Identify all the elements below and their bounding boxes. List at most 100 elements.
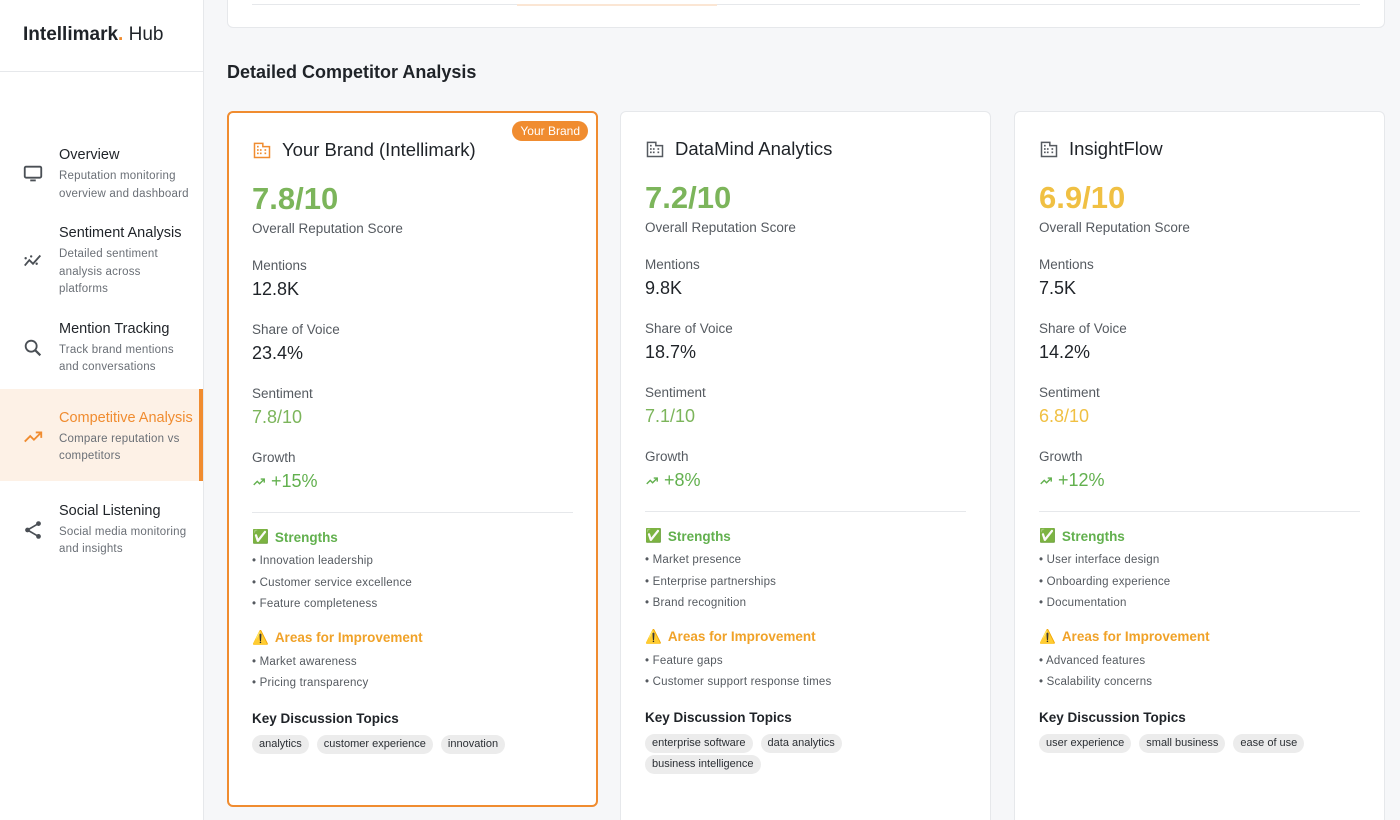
share-label: Share of Voice (1039, 321, 1127, 336)
sidebar-item-title: Sentiment Analysis (59, 225, 182, 241)
list-item: • Innovation leadership (252, 555, 374, 567)
sidebar-item-competitive-analysis[interactable]: Competitive Analysis Compare reputation … (0, 388, 203, 481)
score-label: Overall Reputation Score (1039, 220, 1190, 235)
topic-chip[interactable]: innovation (440, 734, 506, 754)
score-label: Overall Reputation Score (645, 220, 796, 235)
warning-icon: ⚠️ (645, 628, 662, 644)
list-item: • User interface design (1039, 554, 1160, 566)
sidebar-item-desc: Social media monitoring and insights (59, 525, 187, 556)
topic-chip[interactable]: enterprise software (645, 733, 753, 753)
trending-up-icon (22, 408, 44, 466)
sidebar-item-sentiment-analysis[interactable]: Sentiment Analysis Detailed sentiment an… (0, 215, 203, 311)
your-brand-badge: Your Brand (512, 121, 588, 141)
improvements-title: Areas for Improvement (667, 629, 816, 644)
sidebar-nav: Overview Reputation monitoring overview … (0, 72, 203, 571)
topic-chips: enterprise software data analytics busin… (645, 733, 966, 774)
score-label: Overall Reputation Score (252, 221, 403, 236)
brand-name: DataMind Analytics (675, 138, 833, 159)
sidebar-item-title: Mention Tracking (59, 320, 170, 337)
improvements-title: Areas for Improvement (1061, 629, 1210, 644)
building-icon (252, 140, 272, 160)
topic-chip[interactable]: business intelligence (645, 754, 761, 774)
sidebar-item-title: Social Listening (59, 502, 161, 519)
mentions-value: 7.5K (1039, 278, 1077, 298)
mentions-label: Mentions (1039, 257, 1094, 272)
list-item: • Market presence (645, 554, 742, 566)
competitor-card-datamind: DataMind Analytics 7.2/10 Overall Reputa… (620, 111, 991, 820)
topic-chip[interactable]: ease of use (1233, 733, 1305, 753)
share-value: 23.4% (252, 343, 304, 363)
reputation-score: 6.9/10 (1039, 180, 1126, 215)
divider (645, 511, 966, 512)
list-item: • Feature completeness (252, 598, 378, 610)
reputation-score: 7.2/10 (645, 180, 732, 215)
divider (1039, 511, 1360, 512)
share-label: Share of Voice (645, 321, 733, 336)
previous-section-card (227, 0, 1385, 28)
growth-label: Growth (645, 449, 689, 464)
growth-label: Growth (1039, 449, 1083, 464)
app-logo[interactable]: Intellimark. Hub (0, 0, 203, 72)
sidebar-item-desc: Reputation monitoring overview and dashb… (59, 170, 189, 200)
topic-chip[interactable]: small business (1139, 733, 1226, 753)
logo-dot: . (118, 24, 124, 45)
check-mark-icon: ✅ (645, 528, 662, 543)
sidebar-item-mention-tracking[interactable]: Mention Tracking Track brand mentions an… (0, 311, 203, 389)
topics-title: Key Discussion Topics (1039, 709, 1186, 725)
monitor-icon (22, 145, 44, 203)
topic-chip[interactable]: user experience (1039, 733, 1132, 753)
list-item: • Advanced features (1039, 654, 1146, 667)
list-item: • Scalability concerns (1039, 676, 1153, 688)
list-item: • Enterprise partnerships (645, 575, 777, 588)
competitor-card-your-brand: Your Brand Your Brand (Intellimark) 7.8/… (227, 111, 598, 807)
logo-name: Intellimark (23, 24, 119, 45)
sidebar-item-overview[interactable]: Overview Reputation monitoring overview … (0, 108, 203, 215)
divider (252, 4, 1360, 6)
brand-name: InsightFlow (1069, 138, 1163, 159)
topic-chips: analytics customer experience innovation (252, 734, 573, 754)
list-item: • Feature gaps (645, 654, 723, 667)
search-icon (22, 319, 44, 377)
list-item: • Pricing transparency (252, 677, 369, 689)
improvements-title: Areas for Improvement (274, 630, 423, 645)
topic-chip[interactable]: customer experience (316, 734, 433, 754)
sentiment-label: Sentiment (1039, 385, 1100, 400)
warning-icon: ⚠️ (1039, 628, 1056, 644)
list-item: • Customer support response times (645, 676, 832, 688)
strengths-title: Strengths (274, 529, 338, 545)
topics-title: Key Discussion Topics (645, 709, 792, 725)
trending-up-icon (1040, 476, 1052, 484)
mentions-label: Mentions (645, 257, 700, 272)
sentiment-trend-icon (22, 223, 44, 299)
sidebar-item-social-listening[interactable]: Social Listening Social media monitoring… (0, 481, 203, 571)
list-item: • Customer service excellence (252, 576, 413, 589)
growth-label: Growth (252, 450, 296, 465)
section-title: Detailed Competitor Analysis (227, 62, 477, 82)
brand-name: Your Brand (Intellimark) (282, 139, 476, 160)
sentiment-label: Sentiment (252, 386, 313, 401)
sentiment-label: Sentiment (645, 385, 706, 400)
share-value: 18.7% (645, 342, 697, 362)
topic-chip[interactable]: data analytics (760, 733, 842, 753)
warning-icon: ⚠️ (252, 629, 269, 645)
growth-value: +8% (664, 470, 701, 490)
competitor-card-insightflow: InsightFlow 6.9/10 Overall Reputation Sc… (1014, 111, 1385, 820)
sidebar-item-title: Competitive Analysis (59, 409, 193, 426)
list-item: • Market awareness (252, 655, 357, 668)
list-item: • Documentation (1039, 597, 1127, 609)
growth-value: +15% (271, 471, 318, 491)
share-value: 14.2% (1039, 342, 1091, 362)
reputation-score: 7.8/10 (252, 181, 339, 216)
trending-up-icon (646, 476, 658, 484)
mentions-value: 9.8K (645, 278, 683, 298)
share-icon (22, 501, 44, 559)
building-icon (645, 139, 665, 159)
topic-chip[interactable]: analytics (252, 734, 309, 754)
sidebar-item-desc: Detailed sentiment analysis across platf… (59, 248, 158, 295)
topic-chips: user experience small business ease of u… (1039, 733, 1360, 753)
strengths-title: Strengths (667, 528, 731, 544)
check-mark-icon: ✅ (1039, 528, 1056, 543)
sidebar-item-desc: Track brand mentions and conversations (59, 343, 174, 374)
mentions-label: Mentions (252, 258, 307, 273)
building-icon (1039, 139, 1059, 159)
